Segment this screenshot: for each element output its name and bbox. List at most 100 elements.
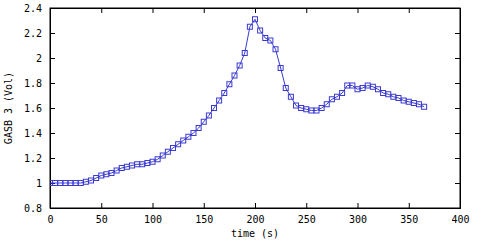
tick [455, 83, 460, 84]
x-axis-mirror [51, 8, 461, 13]
data-point [222, 91, 227, 96]
data-point [124, 164, 129, 169]
data-point [237, 63, 242, 68]
tick: 50 [96, 203, 108, 225]
tick-mark [455, 208, 460, 209]
tick-mark [455, 58, 460, 59]
data-point [186, 134, 191, 139]
data-point [227, 82, 232, 87]
data-point [78, 181, 83, 186]
data-point [319, 106, 324, 111]
tick: 350 [400, 203, 418, 225]
tick-mark [306, 8, 307, 13]
data-line [50, 19, 424, 183]
tick [306, 8, 307, 13]
data-point [160, 153, 165, 158]
tick-label: 200 [246, 214, 264, 225]
tick [153, 8, 154, 13]
tick: 1.4 [24, 128, 55, 139]
tick-mark [455, 133, 460, 134]
series [50, 17, 427, 186]
tick-label: 2 [36, 53, 42, 64]
tick-mark [306, 203, 307, 208]
tick [409, 8, 410, 13]
data-point [376, 87, 381, 92]
data-point [155, 157, 160, 162]
data-point [381, 91, 386, 96]
tick: 100 [144, 203, 162, 225]
data-point [273, 47, 278, 52]
y-axis-mirror [455, 9, 461, 209]
data-point [258, 28, 263, 33]
tick-label: 400 [451, 214, 469, 225]
x-axis: 050100150200250300350400 [47, 203, 469, 225]
data-point [324, 102, 329, 107]
data-point [83, 179, 88, 184]
tick-label: 100 [144, 214, 162, 225]
tick: 200 [246, 203, 264, 225]
tick-mark [409, 203, 410, 208]
tick-label: 1 [36, 178, 42, 189]
tick [455, 58, 460, 59]
data-point [263, 36, 268, 41]
tick-mark [50, 83, 55, 84]
axis-line [51, 9, 461, 14]
data-point [288, 94, 293, 99]
tick-mark [255, 8, 256, 13]
data-point [242, 51, 247, 56]
tick-mark [153, 8, 154, 13]
data-point [53, 181, 58, 186]
tick-label: 2.4 [24, 3, 42, 14]
tick-mark [455, 33, 460, 34]
tick-mark [455, 83, 460, 84]
data-point [335, 94, 340, 99]
tick-label: 150 [195, 214, 213, 225]
data-point [135, 162, 140, 167]
data-point [304, 107, 309, 112]
tick [455, 8, 460, 9]
data-point [68, 181, 73, 186]
tick: 2.4 [24, 3, 55, 14]
tick [455, 183, 460, 184]
data-point [370, 84, 375, 89]
data-point [365, 83, 370, 88]
data-point [283, 86, 288, 91]
tick-mark [50, 33, 55, 34]
tick-mark [455, 8, 460, 9]
tick-mark [50, 133, 55, 134]
data-point [114, 168, 119, 173]
data-point [396, 96, 401, 101]
tick [255, 8, 256, 13]
tick-mark [455, 183, 460, 184]
data-point [191, 131, 196, 136]
tick-mark [101, 8, 102, 13]
data-point [150, 159, 155, 164]
data-point [401, 98, 406, 103]
tick-label: 1.2 [24, 153, 42, 164]
tick-label: 1.4 [24, 128, 42, 139]
data-point [201, 119, 206, 124]
data-point [329, 97, 334, 102]
data-point [176, 142, 181, 147]
data-point [145, 161, 150, 166]
data-point [63, 181, 68, 186]
tick-mark [50, 108, 55, 109]
tick [455, 208, 460, 209]
data-point [130, 163, 135, 168]
tick: 2.2 [24, 28, 55, 39]
plot-frame [50, 8, 460, 208]
data-point [294, 103, 299, 108]
tick-mark [50, 58, 55, 59]
data-point [350, 83, 355, 88]
axis-line [51, 203, 461, 209]
data-point [165, 149, 170, 154]
data-point [212, 106, 217, 111]
x-axis-title: time (s) [231, 228, 279, 239]
data-point [253, 17, 258, 22]
data-point [411, 101, 416, 106]
data-point [206, 113, 211, 118]
data-point [391, 94, 396, 99]
tick-mark [255, 203, 256, 208]
tick-mark [455, 108, 460, 109]
tick-label: 0 [47, 214, 53, 225]
